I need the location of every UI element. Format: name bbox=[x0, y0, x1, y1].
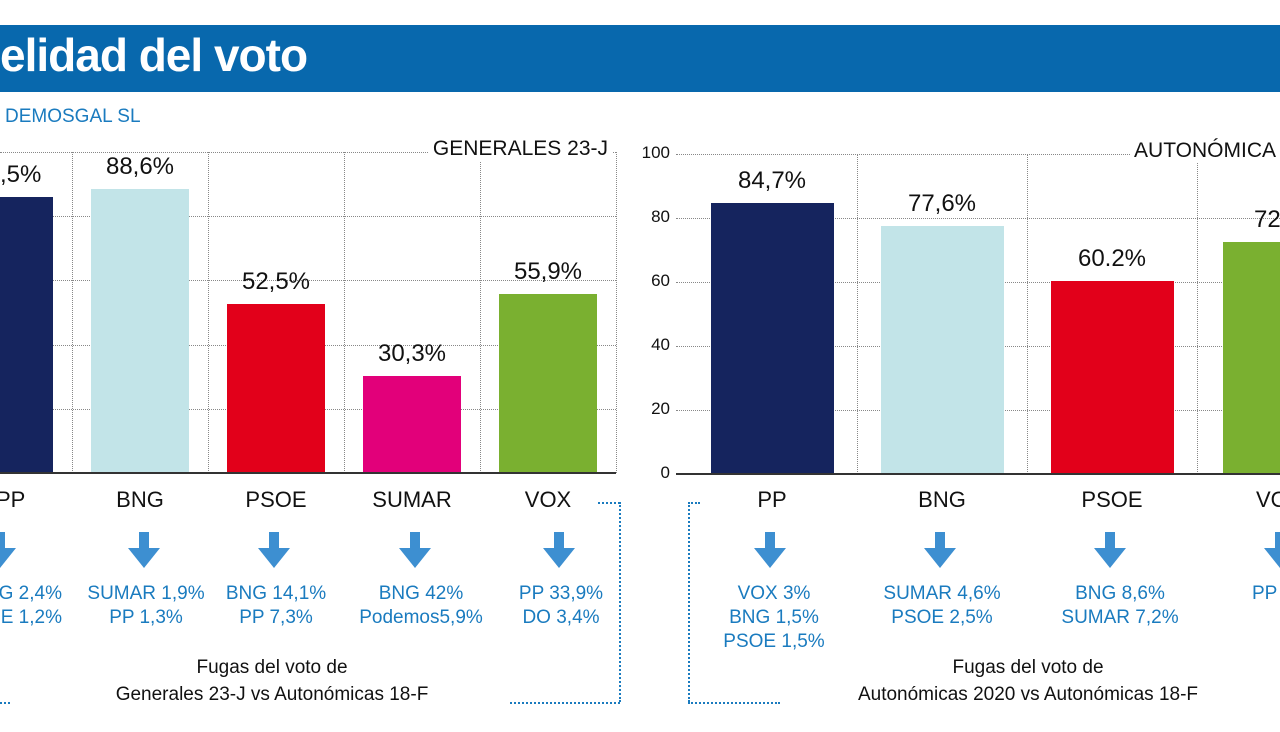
leak-caption: Autonómicas 2020 vs Autonómicas 18-F bbox=[857, 684, 1199, 705]
y-tick-label: 80 bbox=[651, 207, 670, 226]
data-label: ,5% bbox=[0, 160, 42, 188]
category-label: PP bbox=[757, 487, 787, 512]
bar-sumar bbox=[363, 375, 461, 473]
gridline bbox=[676, 154, 1280, 155]
leak-caption: Fugas del voto de bbox=[952, 657, 1104, 678]
arrow-down-icon bbox=[128, 532, 160, 568]
leak-item: PSOE 2,5% bbox=[891, 607, 993, 628]
bracket bbox=[688, 502, 700, 504]
arrow-down-icon bbox=[258, 532, 290, 568]
leak-caption: Fugas del voto de bbox=[196, 657, 348, 678]
bar-pp bbox=[710, 202, 834, 474]
category-label: PSOE bbox=[245, 487, 307, 512]
gridline bbox=[0, 152, 616, 153]
bar-pp bbox=[0, 196, 53, 473]
arrow-down-icon bbox=[0, 532, 16, 568]
leak-caption: Generales 23-J vs Autonómicas 18-F bbox=[115, 684, 429, 705]
arrow-down-icon bbox=[1264, 532, 1280, 568]
y-tick-label: 0 bbox=[660, 463, 670, 482]
category-label: VO bbox=[1256, 487, 1280, 512]
arrow-down-icon bbox=[1094, 532, 1126, 568]
leak-item: Podemos5,9% bbox=[359, 607, 483, 628]
category-label: BNG bbox=[116, 487, 164, 512]
bar-vox bbox=[499, 293, 597, 473]
page-title: elidad del voto bbox=[0, 29, 308, 81]
leak-item: BNG 14,1% bbox=[225, 583, 327, 604]
chart-title: AUTONÓMICA bbox=[1130, 139, 1280, 163]
category-label: SUMAR bbox=[372, 487, 452, 512]
leak-item: SUMAR 1,9% bbox=[87, 583, 205, 604]
divider bbox=[616, 152, 617, 473]
arrow-down-icon bbox=[543, 532, 575, 568]
data-label: 52,5% bbox=[241, 268, 311, 296]
leak-item: DO 3,4% bbox=[522, 607, 600, 628]
gridline bbox=[676, 218, 1280, 219]
data-label: 55,9% bbox=[513, 257, 583, 285]
y-tick-label: 40 bbox=[651, 335, 670, 354]
data-label: 60.2% bbox=[1077, 245, 1147, 273]
title-bar bbox=[0, 25, 1280, 92]
category-label: BNG bbox=[918, 487, 966, 512]
bar-psoe bbox=[1050, 281, 1174, 474]
leak-item: SUMAR 7,2% bbox=[1061, 607, 1179, 628]
x-axis bbox=[0, 472, 616, 474]
leak-item: PP 1,3% bbox=[109, 607, 183, 628]
gridline bbox=[0, 280, 616, 282]
divider bbox=[857, 154, 858, 474]
divider bbox=[72, 152, 73, 473]
y-tick-label: 60 bbox=[651, 271, 670, 290]
bracket bbox=[0, 702, 10, 704]
bar-bng bbox=[91, 188, 189, 473]
bar-bng bbox=[880, 225, 1004, 474]
bracket bbox=[510, 702, 620, 704]
bracket bbox=[688, 702, 780, 704]
leak-item: BNG 42% bbox=[378, 583, 464, 604]
arrow-down-icon bbox=[924, 532, 956, 568]
divider bbox=[1197, 154, 1198, 474]
data-label: 77,6% bbox=[907, 189, 977, 217]
data-label: 84,7% bbox=[737, 166, 807, 194]
leak-item: E 1,2% bbox=[0, 607, 62, 628]
data-label: 88,6% bbox=[105, 152, 175, 180]
gridline bbox=[0, 216, 616, 218]
leak-item: PP 3 bbox=[1252, 583, 1280, 604]
x-axis bbox=[676, 473, 1280, 475]
leak-item: G 2,4% bbox=[0, 583, 62, 604]
arrow-down-icon bbox=[754, 532, 786, 568]
divider bbox=[480, 152, 481, 473]
data-label: 72 bbox=[1254, 206, 1280, 233]
category-label: PP bbox=[0, 487, 26, 512]
divider bbox=[344, 152, 345, 473]
bracket bbox=[688, 502, 690, 702]
divider bbox=[208, 152, 209, 473]
chart-title: GENERALES 23-J bbox=[428, 137, 612, 161]
bar-vo bbox=[1222, 242, 1280, 474]
divider bbox=[1027, 154, 1028, 474]
leak-item: BNG 1,5% bbox=[729, 607, 819, 628]
leak-item: PSOE 1,5% bbox=[723, 631, 825, 652]
bracket bbox=[598, 502, 620, 504]
leak-item: VOX 3% bbox=[737, 583, 811, 604]
data-label: 30,3% bbox=[377, 339, 447, 367]
bar-psoe bbox=[227, 304, 325, 473]
arrow-down-icon bbox=[399, 532, 431, 568]
leak-item: PP 33,9% bbox=[518, 583, 604, 604]
category-label: PSOE bbox=[1081, 487, 1143, 512]
source-label: DEMOSGAL SL bbox=[5, 106, 141, 127]
y-tick-label: 100 bbox=[641, 143, 670, 162]
leak-item: PP 7,3% bbox=[239, 607, 313, 628]
y-tick-label: 20 bbox=[651, 399, 670, 418]
category-label: VOX bbox=[524, 487, 572, 512]
bracket bbox=[619, 502, 621, 702]
leak-item: SUMAR 4,6% bbox=[883, 583, 1001, 604]
leak-item: BNG 8,6% bbox=[1075, 583, 1165, 604]
